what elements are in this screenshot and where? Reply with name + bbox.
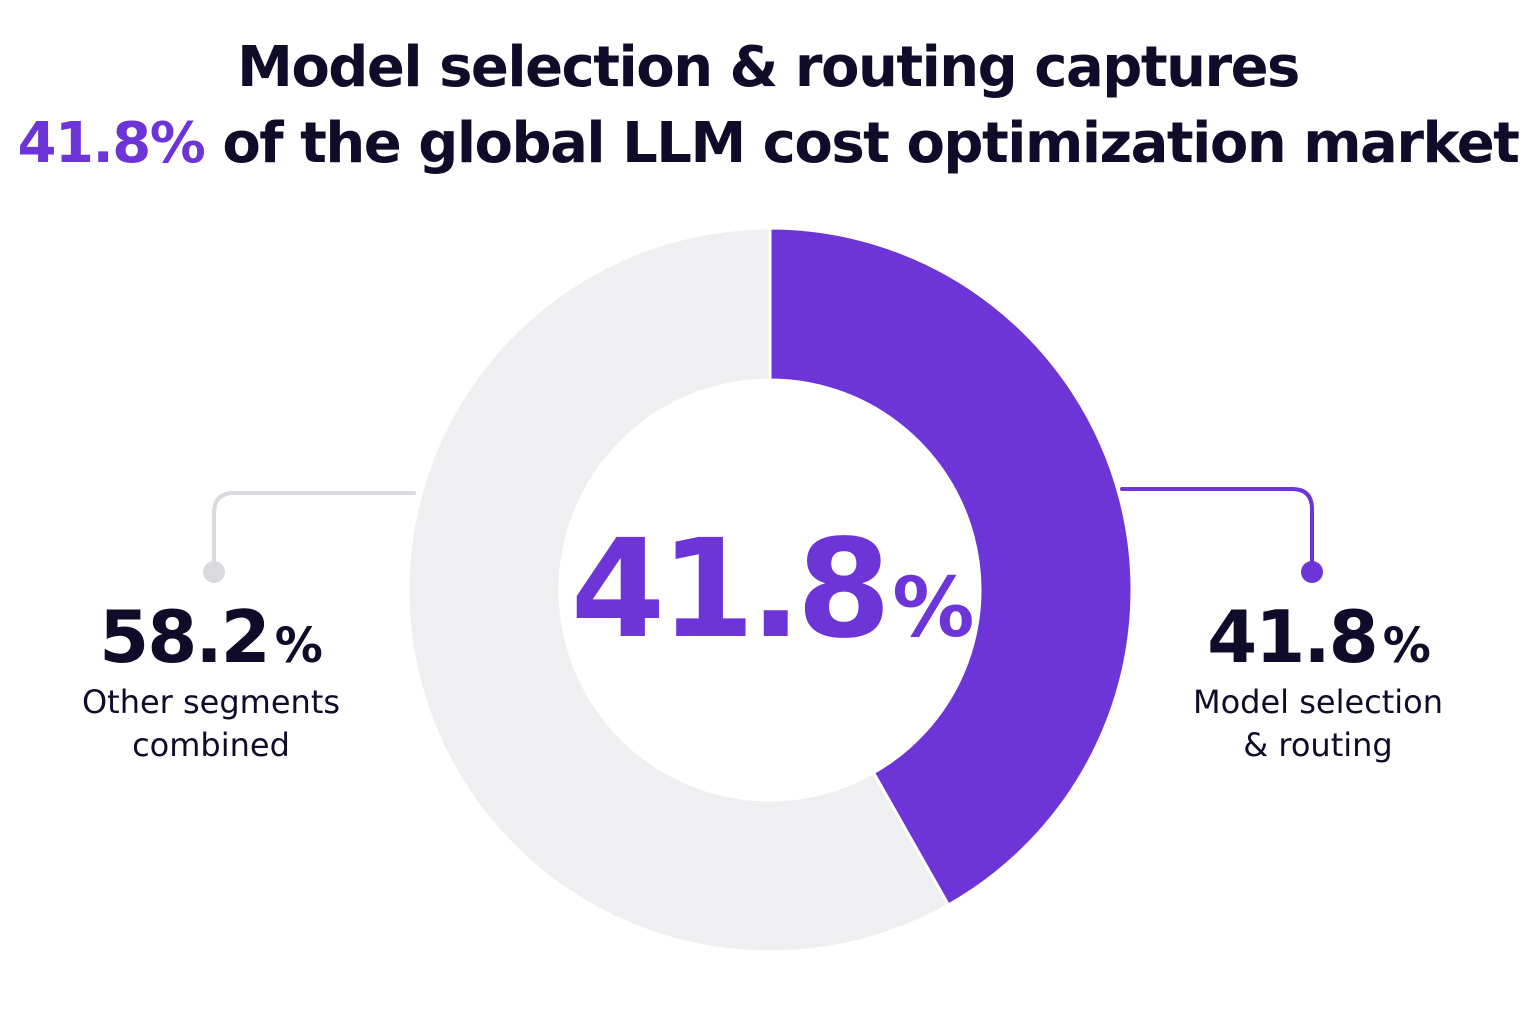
- title-line-2: 41.8% of the global LLM cost optimizatio…: [0, 106, 1536, 182]
- slice-unit: %: [1383, 618, 1430, 674]
- center-unit: %: [892, 561, 972, 656]
- slice-unit: %: [275, 618, 322, 674]
- title-highlight: 41.8%: [17, 111, 206, 176]
- leader-line-model-selection: [1120, 487, 1314, 573]
- leader-dot-other-segments: [203, 561, 225, 583]
- slice-value: 41.8: [1207, 595, 1377, 679]
- slice-label-model-selection-line1: Model selection: [1193, 683, 1443, 721]
- slice-label-other-segments-line1: Other segments: [82, 683, 340, 721]
- center-value: 41.8: [571, 511, 887, 669]
- slice-value: 58.2: [99, 595, 269, 679]
- slice-label-model-selection-line2: & routing: [1243, 726, 1392, 764]
- center-percentage: 41.8%: [571, 511, 973, 669]
- slice-label-model-selection-value: 41.8%: [1207, 595, 1430, 679]
- title-line-1: Model selection & routing captures: [237, 35, 1300, 100]
- chart-title: Model selection & routing captures 41.8%…: [0, 30, 1536, 182]
- title-line-2-rest: of the global LLM cost optimization mark…: [204, 111, 1520, 176]
- slice-label-other-segments-value: 58.2%: [99, 595, 322, 679]
- leader-line-other-segments: [212, 491, 416, 573]
- slice-other-segments: [406, 226, 951, 954]
- leader-dot-model-selection: [1301, 561, 1323, 583]
- slice-label-other-segments-line2: combined: [132, 726, 290, 764]
- slice-model-selection-routing: [768, 226, 1134, 908]
